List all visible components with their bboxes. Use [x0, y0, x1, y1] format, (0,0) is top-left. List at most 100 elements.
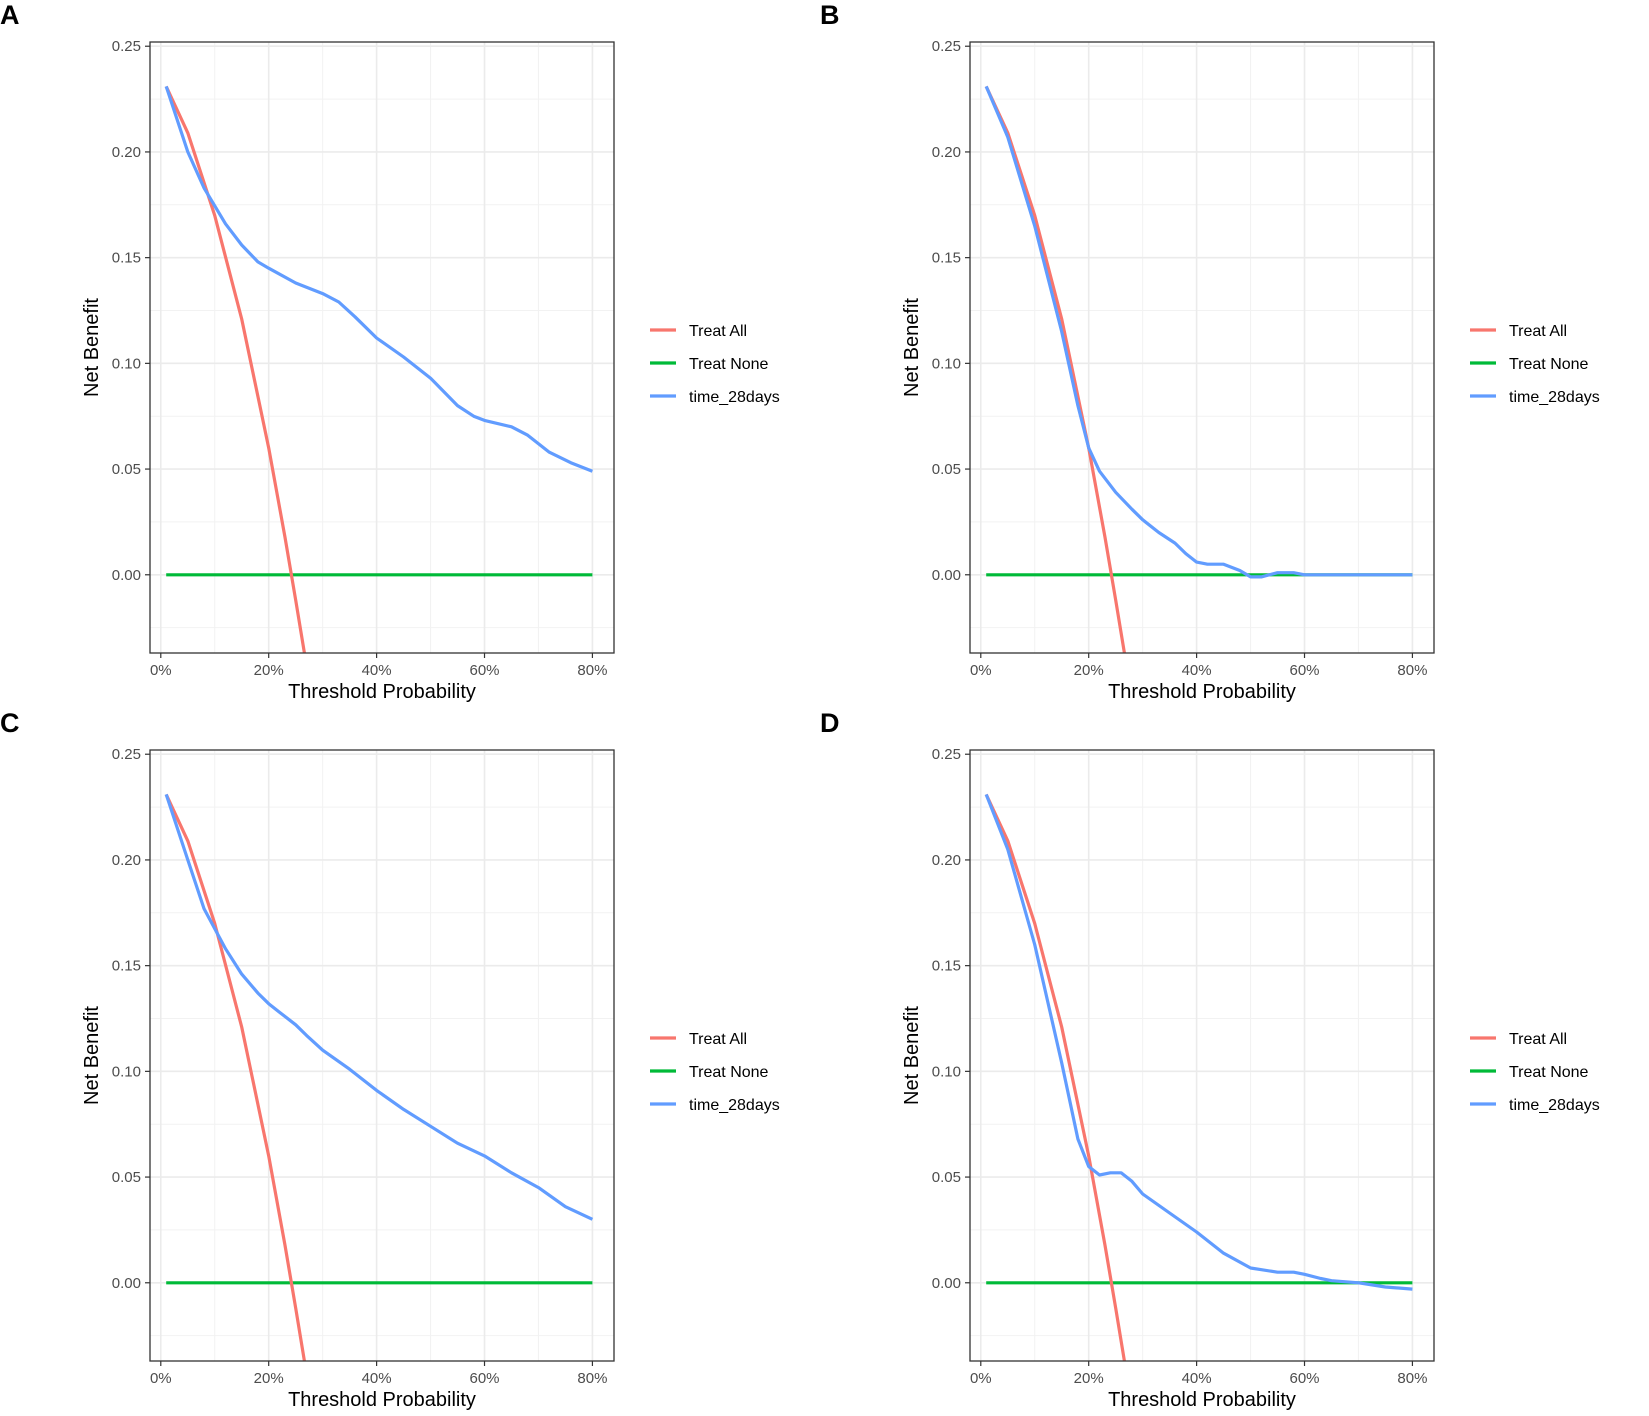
x-tick-label: 40%: [1182, 662, 1212, 679]
y-tick-label: 0.15: [932, 958, 961, 975]
y-tick-label: 0.25: [112, 38, 141, 55]
axes: 0% 20% 40% 60% 80% 0.00 0.05 0.10 0.15 0.20 0.25: [932, 746, 1428, 1387]
y-tick-label: 0.00: [932, 567, 961, 584]
plot-border: [149, 749, 615, 1362]
series-line-treat-all: [984, 793, 1127, 1361]
series-group: [984, 793, 1413, 1361]
y-tick-label: 0.25: [932, 38, 961, 55]
gridlines: [970, 42, 1434, 653]
x-tick-label: 60%: [469, 1370, 499, 1387]
x-tick-label: 40%: [362, 1370, 392, 1387]
axes: 0% 20% 40% 60% 80% 0.00 0.05 0.10 0.15 0.20 0.25: [112, 38, 608, 679]
y-tick-label: 0.20: [932, 144, 961, 161]
plot-border: [969, 41, 1435, 654]
plot-border: [149, 41, 615, 654]
legend-label: Treat All: [689, 323, 747, 340]
gridlines: [150, 42, 614, 653]
panel-letter: D: [820, 708, 840, 738]
legend-label: Treat All: [689, 1031, 747, 1048]
series-group: [164, 85, 593, 653]
y-tick-label: 0.20: [112, 852, 141, 869]
x-tick-label: 80%: [577, 662, 607, 679]
panel-d: D 0% 20% 40% 60% 80% 0.00 0.05 0.10 0.15 0.20 0.25 T…: [820, 708, 1644, 1416]
x-tick-label: 40%: [1182, 1370, 1212, 1387]
x-tick-label: 80%: [1397, 1370, 1427, 1387]
series-line-time-28days: [164, 793, 594, 1221]
gridlines: [970, 750, 1434, 1361]
legend-label: time_28days: [689, 1097, 780, 1114]
x-tick-label: 60%: [469, 662, 499, 679]
x-tick-label: 0%: [970, 662, 992, 679]
x-tick-label: 60%: [1289, 1370, 1319, 1387]
x-tick-label: 40%: [362, 662, 392, 679]
panel-b: B 0% 20% 40% 60% 80% 0.00 0.05 0.10 0.15 0.20 0.25 T…: [820, 0, 1644, 708]
chart-svg: C 0% 20% 40% 60% 80% 0.00 0.05 0.10 0.15 0.20 0.25 T…: [0, 708, 780, 1411]
y-tick-label: 0.25: [112, 746, 141, 763]
y-axis-title: Net Benefit: [901, 1006, 923, 1105]
axes: 0% 20% 40% 60% 80% 0.00 0.05 0.10 0.15 0.20 0.25: [932, 38, 1428, 679]
legend: Treat All Treat None time_28days: [1470, 1031, 1600, 1114]
y-tick-label: 0.05: [932, 461, 961, 478]
y-tick-label: 0.20: [932, 852, 961, 869]
y-tick-label: 0.10: [932, 1063, 961, 1080]
y-tick-label: 0.15: [112, 958, 141, 975]
y-tick-label: 0.25: [932, 746, 961, 763]
legend: Treat All Treat None time_28days: [650, 323, 780, 406]
series-line-treat-all: [164, 793, 307, 1361]
x-tick-label: 80%: [577, 1370, 607, 1387]
gridlines: [150, 750, 614, 1361]
y-tick-label: 0.00: [112, 1275, 141, 1292]
legend-label: Treat All: [1509, 323, 1567, 340]
x-tick-label: 60%: [1289, 662, 1319, 679]
legend-label: Treat None: [1509, 356, 1589, 373]
x-tick-label: 20%: [1074, 662, 1104, 679]
panel-a: A 0% 20% 40% 60% 80% 0.00 0.05 0.10 0.15 0.20 0.25 T…: [0, 0, 824, 708]
plot-background: [150, 42, 614, 653]
y-tick-label: 0.00: [932, 1275, 961, 1292]
legend-label: Treat None: [689, 356, 769, 373]
series-line-time-28days: [164, 85, 593, 473]
x-axis-title: Threshold Probability: [288, 1389, 476, 1411]
y-axis-title: Net Benefit: [81, 1006, 103, 1105]
series-group: [164, 793, 594, 1361]
y-tick-label: 0.15: [932, 250, 961, 267]
y-tick-label: 0.15: [112, 250, 141, 267]
x-tick-label: 20%: [254, 1370, 284, 1387]
legend: Treat All Treat None time_28days: [1470, 323, 1600, 406]
legend-label: time_28days: [1509, 389, 1600, 406]
y-tick-label: 0.10: [112, 1063, 141, 1080]
legend: Treat All Treat None time_28days: [650, 1031, 780, 1114]
legend-label: Treat All: [1509, 1031, 1567, 1048]
y-tick-label: 0.00: [112, 567, 141, 584]
y-tick-label: 0.10: [112, 355, 141, 372]
panel-c: C 0% 20% 40% 60% 80% 0.00 0.05 0.10 0.15 0.20 0.25 T…: [0, 708, 824, 1416]
panel-letter: B: [820, 0, 840, 30]
panel-letter: C: [0, 708, 20, 738]
chart-svg: D 0% 20% 40% 60% 80% 0.00 0.05 0.10 0.15 0.20 0.25 T…: [820, 708, 1600, 1411]
x-tick-label: 0%: [970, 1370, 992, 1387]
y-axis-title: Net Benefit: [81, 298, 103, 397]
axes: 0% 20% 40% 60% 80% 0.00 0.05 0.10 0.15 0.20 0.25: [112, 746, 608, 1387]
plot-background: [150, 750, 614, 1361]
x-axis-title: Threshold Probability: [1108, 681, 1296, 703]
plot-background: [970, 750, 1434, 1361]
x-axis-title: Threshold Probability: [1108, 1389, 1296, 1411]
x-tick-label: 20%: [254, 662, 284, 679]
y-tick-label: 0.10: [932, 355, 961, 372]
series-group: [984, 85, 1413, 653]
x-tick-label: 80%: [1397, 662, 1427, 679]
chart-svg: A 0% 20% 40% 60% 80% 0.00 0.05 0.10 0.15 0.20 0.25 T…: [0, 0, 780, 703]
legend-label: time_28days: [1509, 1097, 1600, 1114]
y-tick-label: 0.05: [932, 1169, 961, 1186]
y-tick-label: 0.20: [112, 144, 141, 161]
y-tick-label: 0.05: [112, 1169, 141, 1186]
y-axis-title: Net Benefit: [901, 298, 923, 397]
y-tick-label: 0.05: [112, 461, 141, 478]
plot-border: [969, 749, 1435, 1362]
x-tick-label: 20%: [1074, 1370, 1104, 1387]
series-line-time-28days: [984, 793, 1413, 1291]
chart-svg: B 0% 20% 40% 60% 80% 0.00 0.05 0.10 0.15 0.20 0.25 T…: [820, 0, 1600, 703]
x-axis-title: Threshold Probability: [288, 681, 476, 703]
plot-background: [970, 42, 1434, 653]
legend-label: time_28days: [689, 389, 780, 406]
